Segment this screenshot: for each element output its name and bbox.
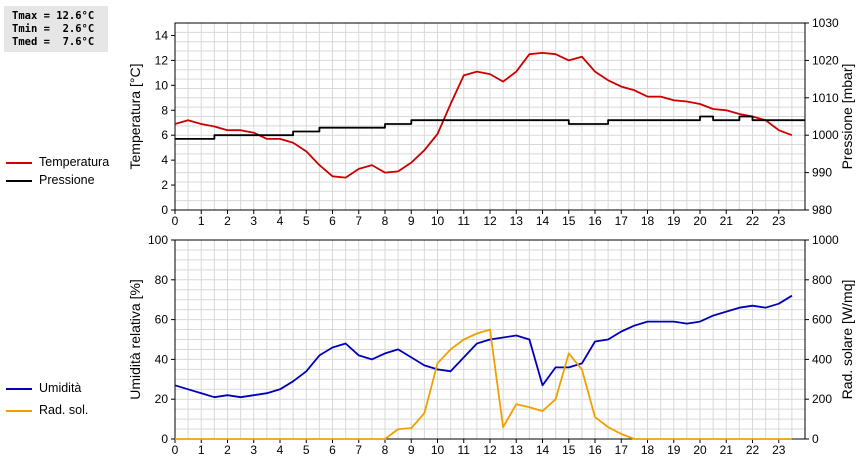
chart1-series-1 xyxy=(175,328,792,440)
chart0-xtick-label: 15 xyxy=(562,214,576,228)
chart0-xtick-label: 22 xyxy=(746,214,760,228)
chart1-ytick-right-label: 0 xyxy=(812,432,819,446)
chart0-ytick-left-label: 6 xyxy=(161,128,168,142)
legend-label: Umidità xyxy=(39,381,82,395)
chart1-xtick-label: 6 xyxy=(329,443,336,457)
chart1-xtick-label: 10 xyxy=(431,443,445,457)
chart1-series-0 xyxy=(174,294,793,399)
chart0-ytick-left-label: 2 xyxy=(161,178,168,192)
chart1-xtick-label: 5 xyxy=(303,443,310,457)
chart0-xtick-label: 16 xyxy=(588,214,602,228)
chart1-ytick-right-label: 1000 xyxy=(812,233,839,247)
chart0-ytick-left-label: 8 xyxy=(161,103,168,117)
chart1-ytick-right-label: 200 xyxy=(812,392,832,406)
legend-swatch xyxy=(6,388,32,390)
chart1-xtick-label: 16 xyxy=(588,443,602,457)
chart0-xtick-label: 9 xyxy=(408,214,415,228)
legend-label: Pressione xyxy=(39,173,95,187)
chart0-xtick-label: 0 xyxy=(172,214,179,228)
chart1-xtick-label: 9 xyxy=(408,443,415,457)
legend-label: Rad. sol. xyxy=(39,403,89,417)
chart0-ytick-left-label: 4 xyxy=(161,153,168,167)
chart1-xtick-label: 1 xyxy=(198,443,205,457)
legend-label: Temperatura xyxy=(39,155,110,169)
chart1-xtick-label: 11 xyxy=(458,443,471,457)
chart0-xtick-label: 4 xyxy=(277,214,284,228)
chart1-ytick-left-label: 40 xyxy=(155,352,169,366)
chart1-xtick-label: 3 xyxy=(250,443,257,457)
chart1-ytick-right-label: 400 xyxy=(812,352,832,366)
chart1-xtick-label: 2 xyxy=(224,443,231,457)
chart0-xtick-label: 5 xyxy=(303,214,310,228)
chart0-xtick-label: 11 xyxy=(458,214,471,228)
stat-tmin: Tmin = 2.6°C xyxy=(12,23,95,35)
chart1-xtick-label: 20 xyxy=(693,443,707,457)
chart0-xtick-label: 8 xyxy=(382,214,389,228)
chart1-xtick-label: 4 xyxy=(277,443,284,457)
chart0-ylabel-left: Temperatura [°C] xyxy=(127,64,143,170)
chart0-xtick-label: 18 xyxy=(641,214,655,228)
chart1-ytick-left-label: 20 xyxy=(155,392,169,406)
chart0-ytick-right-label: 1010 xyxy=(812,91,839,105)
stat-tmed: Tmed = 7.6°C xyxy=(12,36,95,48)
chart0-xtick-label: 17 xyxy=(615,214,629,228)
chart0-ytick-left-label: 10 xyxy=(155,78,169,92)
legend-swatch xyxy=(6,180,32,182)
chart0-xtick-label: 23 xyxy=(772,214,786,228)
chart0-ytick-right-label: 1020 xyxy=(812,53,839,67)
chart1-ytick-left-label: 100 xyxy=(148,233,168,247)
chart1-xtick-label: 22 xyxy=(746,443,760,457)
chart1-xtick-label: 7 xyxy=(355,443,362,457)
stats-box: Tmax = 12.6°C Tmin = 2.6°C Tmed = 7.6°C xyxy=(4,6,108,52)
chart0-ytick-left-label: 14 xyxy=(155,28,169,42)
chart0-xtick-label: 7 xyxy=(355,214,362,228)
chart1-xtick-label: 0 xyxy=(172,443,179,457)
chart0-xtick-label: 1 xyxy=(198,214,205,228)
chart1-xtick-label: 18 xyxy=(641,443,655,457)
chart0-ylabel-right: Pressione [mbar] xyxy=(839,64,855,170)
stat-tmax: Tmax = 12.6°C xyxy=(12,10,95,22)
chart1-ytick-right-label: 600 xyxy=(812,313,832,327)
chart0-series-0 xyxy=(174,52,793,179)
chart1-xtick-label: 17 xyxy=(615,443,629,457)
chart0-ytick-right-label: 980 xyxy=(812,203,832,217)
chart1-xtick-label: 21 xyxy=(720,443,734,457)
chart1-xtick-label: 19 xyxy=(667,443,681,457)
chart0-ytick-left-label: 0 xyxy=(161,203,168,217)
chart0-xtick-label: 13 xyxy=(510,214,524,228)
legend-swatch xyxy=(6,162,32,164)
chart0-ytick-right-label: 990 xyxy=(812,166,832,180)
chart0-xtick-label: 3 xyxy=(250,214,257,228)
chart1-ylabel-left: Umidità relativa [%] xyxy=(127,279,143,400)
chart1-xtick-label: 8 xyxy=(382,443,389,457)
chart0-series-1 xyxy=(175,115,805,140)
chart1-ytick-right-label: 800 xyxy=(812,273,832,287)
chart1-xtick-label: 15 xyxy=(562,443,576,457)
chart0-xtick-label: 21 xyxy=(720,214,734,228)
chart1-ylabel-right: Rad. solare [W/mq] xyxy=(839,280,855,400)
chart0-xtick-label: 6 xyxy=(329,214,336,228)
chart1-xtick-label: 13 xyxy=(510,443,524,457)
chart0-ytick-right-label: 1030 xyxy=(812,16,839,30)
chart0-ytick-right-label: 1000 xyxy=(812,128,839,142)
chart0-xtick-label: 14 xyxy=(536,214,550,228)
chart1-ytick-left-label: 60 xyxy=(155,313,169,327)
chart1-ytick-left-label: 80 xyxy=(155,273,169,287)
chart0-xtick-label: 12 xyxy=(483,214,497,228)
chart0-xtick-label: 2 xyxy=(224,214,231,228)
chart0-ytick-left-label: 12 xyxy=(155,53,169,67)
chart1-xtick-label: 14 xyxy=(536,443,550,457)
chart1-xtick-label: 12 xyxy=(483,443,497,457)
chart0-xtick-label: 10 xyxy=(431,214,445,228)
chart1-ytick-left-label: 0 xyxy=(161,432,168,446)
chart1-xtick-label: 23 xyxy=(772,443,786,457)
chart0-xtick-label: 20 xyxy=(693,214,707,228)
legend-swatch xyxy=(6,410,32,412)
chart0-xtick-label: 19 xyxy=(667,214,681,228)
